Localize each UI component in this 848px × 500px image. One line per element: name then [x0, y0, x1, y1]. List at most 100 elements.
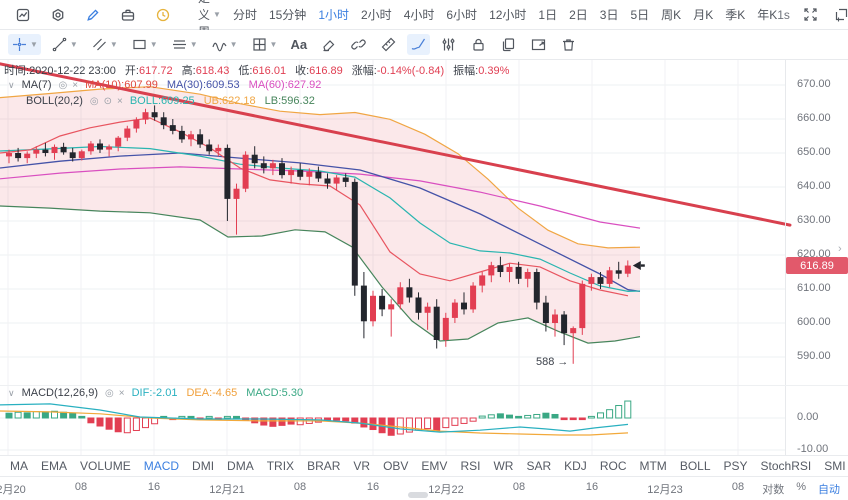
visibility-icon[interactable]: ◎ — [89, 95, 99, 107]
period-1小时[interactable]: 1小时 — [318, 8, 349, 22]
collapse-caret-icon[interactable]: ∨ — [8, 387, 15, 398]
tab-KDJ[interactable]: KDJ — [564, 459, 587, 473]
crosshair-tool[interactable]: ▼ — [8, 34, 41, 55]
tab-DMI[interactable]: DMI — [192, 459, 215, 473]
tab-TRIX[interactable]: TRIX — [266, 459, 295, 473]
period-1日[interactable]: 1日 — [538, 8, 558, 22]
ma-value: MA(60):627.92 — [248, 79, 322, 91]
time-tick-label: 16 — [147, 481, 161, 493]
period-6小时[interactable]: 6小时 — [446, 8, 478, 22]
collapse-caret-icon[interactable]: ∨ — [8, 79, 15, 90]
topbar-icon-group — [8, 5, 178, 25]
trendline[interactable] — [0, 62, 792, 227]
period-月K[interactable]: 月K — [693, 8, 714, 22]
pane-separator — [0, 385, 848, 386]
price-tick-label: 630.00 — [797, 214, 831, 226]
tab-BRAR[interactable]: BRAR — [307, 459, 341, 473]
tab-ROC[interactable]: ROC — [599, 459, 627, 473]
last-price-marker — [632, 261, 645, 271]
visibility-icon[interactable]: ◎ — [105, 387, 114, 399]
panel-expand-chevron[interactable]: › — [838, 243, 842, 255]
tab-SMI[interactable]: SMI — [824, 459, 846, 473]
tab-MACD[interactable]: MACD — [143, 459, 180, 473]
axis-control-自动[interactable]: 自动 — [818, 484, 840, 496]
price-tick-label: 650.00 — [797, 146, 831, 158]
trash-tool[interactable] — [557, 34, 580, 55]
period-季K[interactable]: 季K — [725, 8, 746, 22]
trend-line-tool[interactable]: ▼ — [48, 34, 81, 55]
period-年K[interactable]: 年K — [757, 8, 778, 22]
low-price-annotation: 588 → — [536, 356, 569, 368]
export-chart-tool[interactable] — [527, 34, 550, 55]
settings-gear-icon[interactable] — [47, 5, 69, 25]
boll-value: LB:596.32 — [264, 95, 315, 107]
tab-EMA[interactable]: EMA — [41, 459, 68, 473]
parallel-lines-tool[interactable]: ▼ — [88, 34, 121, 55]
tab-VOLUME[interactable]: VOLUME — [80, 459, 131, 473]
pane-resize-handle[interactable] — [408, 492, 428, 498]
period-3日[interactable]: 3日 — [599, 8, 619, 22]
tab-BOLL[interactable]: BOLL — [679, 459, 711, 473]
add-pane-icon[interactable] — [831, 5, 848, 24]
tab-MA[interactable]: MA — [10, 459, 28, 473]
tab-StochRSI[interactable]: StochRSI — [760, 459, 812, 473]
tab-WR[interactable]: WR — [493, 459, 514, 473]
macd-pane-layer — [0, 400, 632, 436]
clock-icon[interactable] — [152, 5, 174, 25]
time-tick-label: 12月23 — [647, 484, 683, 496]
tab-OBV[interactable]: OBV — [383, 459, 409, 473]
tab-MTM[interactable]: MTM — [639, 459, 667, 473]
time-tick-label: 08 — [731, 481, 745, 493]
link-tool[interactable] — [347, 34, 370, 55]
grid-frame-tool[interactable]: ▼ — [248, 34, 281, 55]
period-12小时[interactable]: 12小时 — [489, 8, 527, 22]
period-4小时[interactable]: 4小时 — [403, 8, 435, 22]
period-15分钟[interactable]: 15分钟 — [268, 8, 307, 22]
chevron-down-icon: ▼ — [189, 39, 198, 49]
close-icon[interactable]: × — [118, 387, 125, 399]
macd-tick-label: 0.00 — [797, 411, 819, 423]
price-axis-border — [785, 60, 786, 500]
ruler-tool[interactable] — [377, 34, 400, 55]
lock-tool[interactable] — [467, 34, 490, 55]
close-icon[interactable]: × — [117, 95, 123, 107]
period-分时[interactable]: 分时 — [232, 8, 257, 22]
eraser-tool[interactable] — [317, 34, 340, 55]
close-icon[interactable]: × — [72, 79, 79, 91]
rectangle-tool[interactable]: ▼ — [128, 34, 161, 55]
macd-value: DEA:-4.65 — [186, 387, 238, 399]
macd-value: MACD:5.30 — [246, 387, 304, 399]
wave-pattern-tool[interactable]: ▼ — [208, 34, 241, 55]
chart-type-icon[interactable] — [12, 5, 34, 25]
text-tool[interactable]: Aa — [290, 37, 308, 52]
period-2小时[interactable]: 2小时 — [361, 8, 392, 22]
drawing-toolbar: ▼ ▼ ▼ ▼ ▼ ▼ ▼ Aa — [0, 30, 848, 60]
chevron-down-icon: ▼ — [69, 39, 78, 49]
settings-icon[interactable]: ⊙ — [103, 95, 112, 107]
axis-control-%[interactable]: % — [796, 481, 806, 493]
time-tick-label: 08 — [512, 481, 526, 493]
chevron-down-icon: ▼ — [149, 39, 158, 49]
copy-tool[interactable] — [497, 34, 520, 55]
price-tick-label: 620.00 — [797, 248, 831, 260]
axis-control-对数[interactable]: 对数 — [762, 484, 785, 496]
adjust-sliders-tool[interactable] — [437, 34, 460, 55]
period-周K[interactable]: 周K — [661, 8, 682, 22]
briefcase-icon[interactable] — [117, 5, 139, 25]
period-5日[interactable]: 5日 — [630, 8, 650, 22]
macd-tick-label: -10.00 — [797, 443, 829, 455]
brush-tool[interactable] — [407, 34, 431, 55]
ohlc-item: 开:617.72 — [124, 65, 173, 77]
tab-SAR[interactable]: SAR — [526, 459, 552, 473]
tab-PSY[interactable]: PSY — [723, 459, 748, 473]
period-2日[interactable]: 2日 — [569, 8, 588, 22]
tab-RSI[interactable]: RSI — [460, 459, 481, 473]
horizontal-lines-tool[interactable]: ▼ — [168, 34, 201, 55]
tab-VR[interactable]: VR — [353, 459, 371, 473]
tab-EMV[interactable]: EMV — [421, 459, 448, 473]
visibility-icon[interactable]: ◎ — [58, 79, 68, 91]
fullscreen-icon[interactable] — [800, 5, 821, 24]
draw-pencil-icon[interactable] — [82, 5, 104, 25]
tab-DMA[interactable]: DMA — [227, 459, 254, 473]
